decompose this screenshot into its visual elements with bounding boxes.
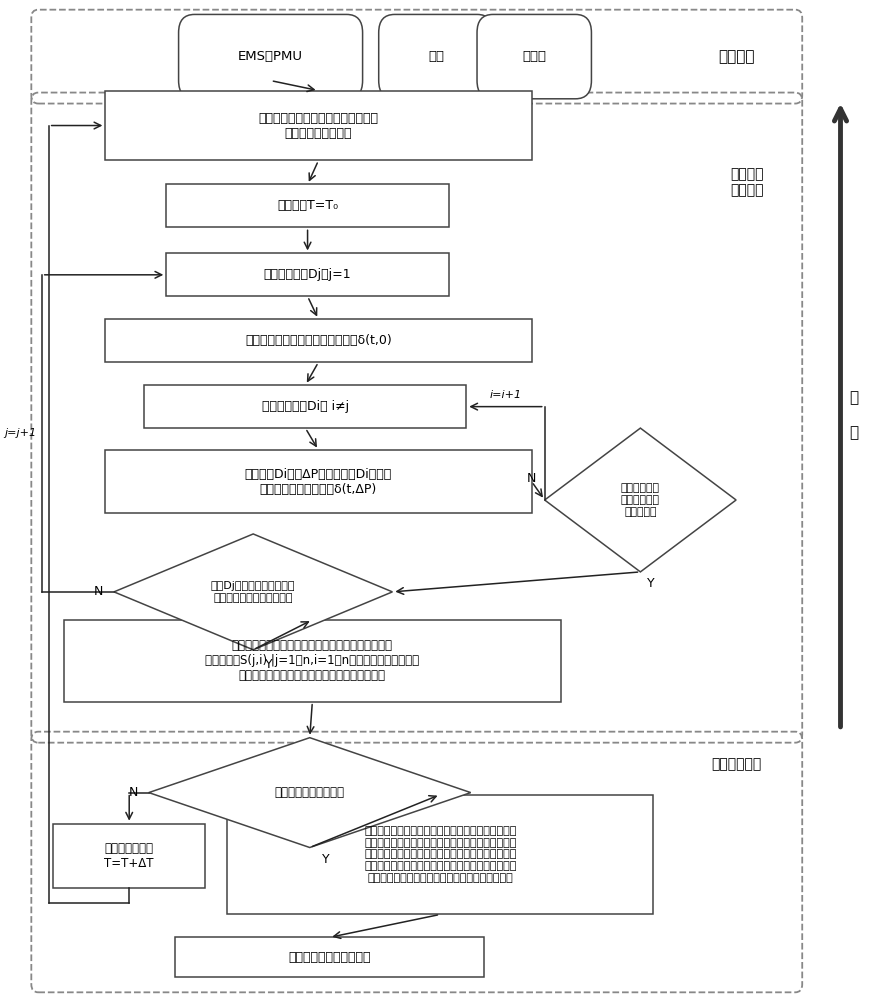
Text: 形成Dj故障对应的策略表。
已经计算了全部直流故障？: 形成Dj故障对应的策略表。 已经计算了全部直流故障？ <box>211 581 295 603</box>
Text: Y: Y <box>647 577 654 590</box>
FancyBboxPatch shape <box>64 620 562 702</box>
Polygon shape <box>149 738 470 848</box>
Text: i=i+1: i=i+1 <box>490 390 521 400</box>
Text: N: N <box>94 585 103 598</box>
Polygon shape <box>545 428 736 572</box>
FancyBboxPatch shape <box>378 14 493 99</box>
FancyBboxPatch shape <box>477 14 591 99</box>
Text: 不采取措施，判断领先机组，计算δ(t,0): 不采取措施，判断领先机组，计算δ(t,0) <box>245 334 392 347</box>
Text: 系统恢复到新的稳定状态: 系统恢复到新的稳定状态 <box>288 951 371 964</box>
Text: 优先启动策略表上灵敏度最高的直流功率提升，同时
向该直流附近机组发出提升机组励磁电压参考値的信
号；若机组强励失败导致直流功率提升无法完成，则
由策略表上灵敏度: 优先启动策略表上灵敏度最高的直流功率提升，同时 向该直流附近机组发出提升机组励磁… <box>364 826 517 883</box>
Text: 初始时刻T=T₀: 初始时刻T=T₀ <box>277 199 338 212</box>
Text: 获取当前网架拓扑和各条直流功率，
形成实时计算数据；: 获取当前网架拓扑和各条直流功率， 形成实时计算数据； <box>258 112 378 140</box>
Text: Y: Y <box>265 658 272 671</box>
Text: 控

制: 控 制 <box>849 390 858 440</box>
FancyBboxPatch shape <box>145 385 466 428</box>
Text: j=j+1: j=j+1 <box>4 428 36 438</box>
Text: N: N <box>129 786 138 799</box>
FancyBboxPatch shape <box>105 91 532 160</box>
Text: 发电机: 发电机 <box>522 50 547 63</box>
Text: 得到全部直流双极闭锁后其余直流紧急提升功率的灵
敏度集合｛S(j,i) |j=1～n,i=1～n｝；把每个直流故障对
应的灵敏度由大到小排列即是相应的控制策略表: 得到全部直流双极闭锁后其余直流紧急提升功率的灵 敏度集合｛S(j,i) |j=1… <box>205 639 420 682</box>
FancyBboxPatch shape <box>105 450 532 513</box>
FancyBboxPatch shape <box>179 14 363 99</box>
FancyBboxPatch shape <box>175 937 484 977</box>
Text: N: N <box>527 472 536 485</box>
Text: 选取故障直流Dj，j=1: 选取故障直流Dj，j=1 <box>264 268 351 281</box>
Text: 紧急协调控制: 紧急协调控制 <box>711 758 761 772</box>
FancyBboxPatch shape <box>166 184 449 227</box>
FancyBboxPatch shape <box>105 319 532 362</box>
Text: 电力系统: 电力系统 <box>717 49 754 64</box>
Text: 直流: 直流 <box>427 50 444 63</box>
FancyBboxPatch shape <box>53 824 205 888</box>
FancyBboxPatch shape <box>227 795 653 914</box>
Text: 紧急提升Di功率ΔP，同时提升Di附近发
电机组励磁电压，计算δ(t,ΔP): 紧急提升Di功率ΔP，同时提升Di附近发 电机组励磁电压，计算δ(t,ΔP) <box>244 468 392 496</box>
Text: 选取控制直流Di， i≠j: 选取控制直流Di， i≠j <box>262 400 349 413</box>
Polygon shape <box>114 534 392 650</box>
Text: Y: Y <box>321 853 329 866</box>
Text: 除故障直流外
所有直流已经
提升功率？: 除故障直流外 所有直流已经 提升功率？ <box>621 483 660 517</box>
FancyBboxPatch shape <box>166 253 449 296</box>
Text: 在线计算
控制策略: 在线计算 控制策略 <box>731 167 764 198</box>
Text: EMS，PMU: EMS，PMU <box>238 50 303 63</box>
Text: 是否有直流双极闭锁？: 是否有直流双极闭锁？ <box>275 786 345 799</box>
Text: 滚动更新策略表
T=T+ΔT: 滚动更新策略表 T=T+ΔT <box>104 842 154 870</box>
